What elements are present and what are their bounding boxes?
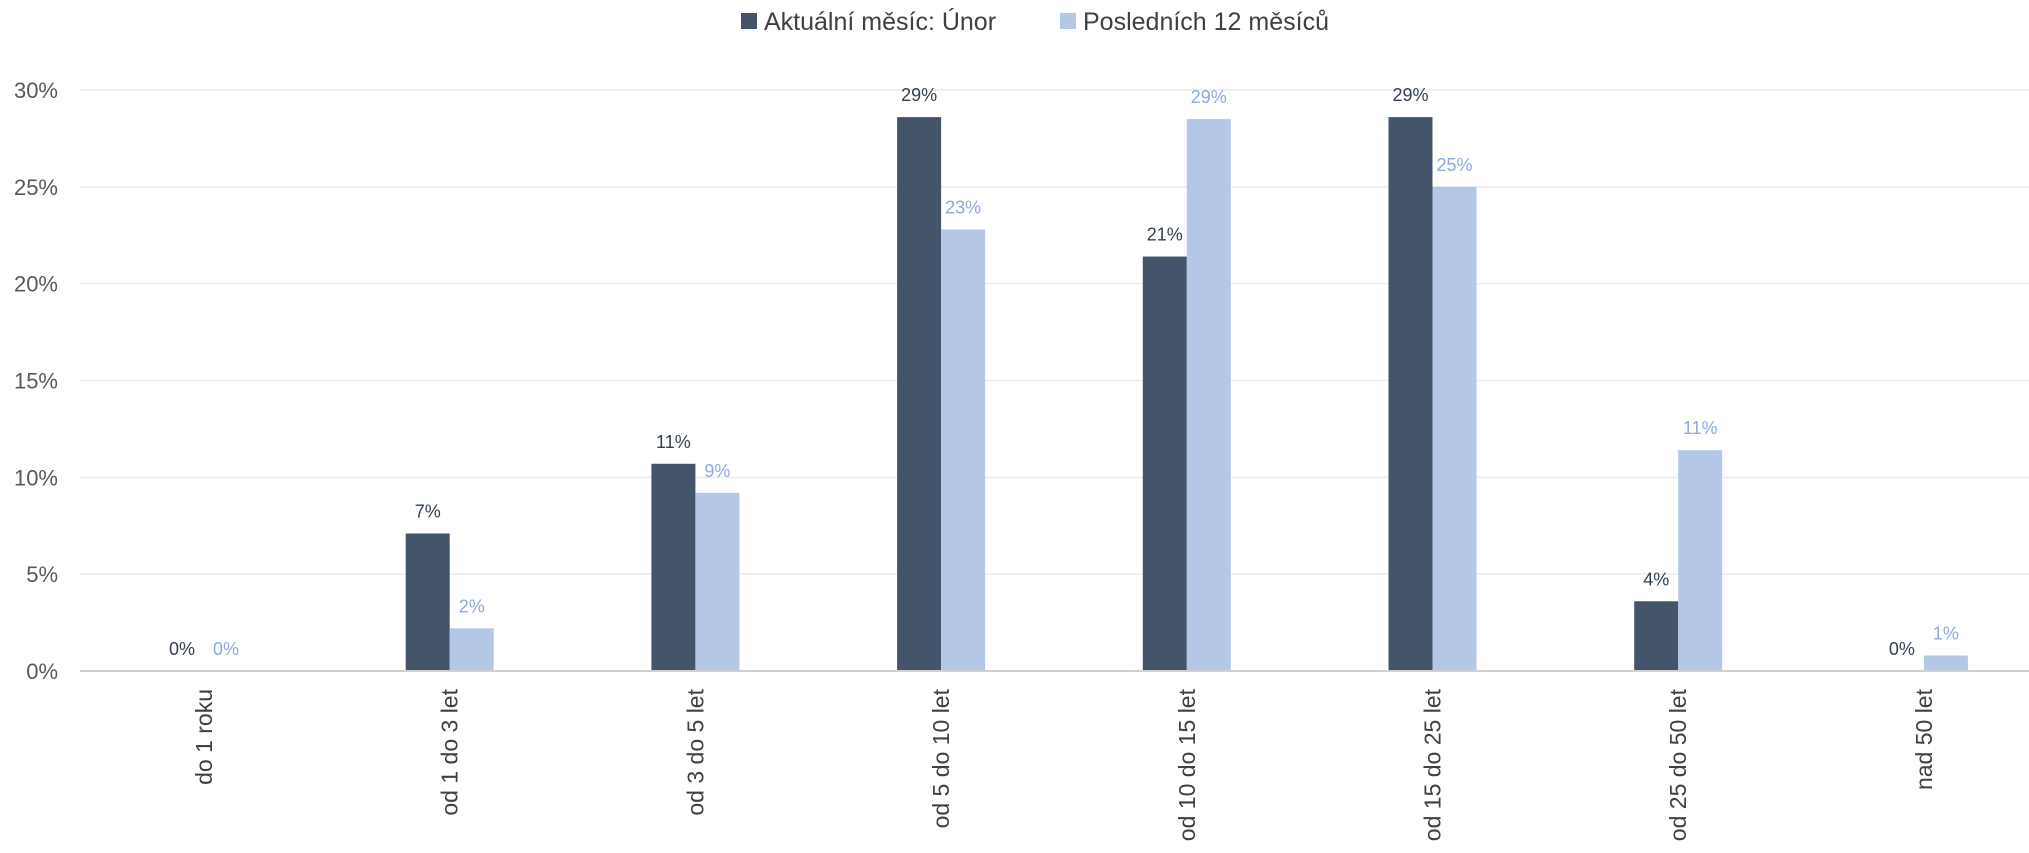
category-label: od 10 do 15 let [1174,688,1200,841]
category-label: do 1 roku [191,689,217,785]
bar [695,492,740,671]
data-label: 4% [1643,569,1669,589]
gridlines [80,89,2029,575]
data-label: 2% [459,596,485,616]
data-label: 1% [1933,624,1959,644]
bar [1142,256,1187,671]
bar [405,533,450,671]
bar [1923,655,1968,671]
category-label: od 25 do 50 let [1665,688,1691,841]
y-axis: 0% 5% 10% 15% 20% 25% 30% [14,78,58,684]
data-label: 29% [1191,87,1227,107]
data-labels: 0% 0% 7% 2% 11% 9% 29% 23% 21% 29% 29% 25% 4% 11% 0% 1% [169,85,1959,659]
bar [1388,117,1433,671]
bar [1186,119,1231,672]
y-tick-label: 5% [26,562,58,587]
data-label: 29% [1392,85,1428,105]
category-label: od 1 do 3 let [437,688,463,815]
data-label: 0% [169,639,195,659]
legend-label: Posledních 12 měsíců [1083,8,1329,36]
y-tick-label: 15% [14,369,58,394]
data-label: 23% [945,197,981,217]
legend-label: Aktuální měsíc: Únor [764,7,996,36]
bars [405,117,1968,672]
legend-swatch [741,13,757,29]
x-axis: do 1 roku od 1 do 3 let od 3 do 5 let od 5 … [80,670,2029,841]
y-tick-label: 25% [14,175,58,200]
category-label: od 5 do 10 let [928,688,954,828]
bar [1432,186,1477,672]
y-tick-label: 10% [14,465,58,490]
legend-swatch [1060,13,1076,29]
data-label: 0% [213,639,239,659]
legend: Aktuální měsíc: Únor Posledních 12 měsíců [741,7,1329,36]
y-tick-label: 20% [14,272,58,297]
category-label: nad 50 let [1911,688,1937,790]
data-label: 0% [1889,639,1915,659]
y-tick-label: 0% [26,659,58,684]
bar [449,628,494,671]
category-label: od 15 do 25 let [1420,688,1446,841]
data-label: 9% [704,461,730,481]
category-label: od 3 do 5 let [682,688,708,815]
bar [651,463,696,671]
data-label: 25% [1436,155,1472,175]
data-label: 11% [1683,418,1718,438]
data-label: 21% [1147,225,1183,245]
bar [897,117,942,671]
bar [1678,450,1723,671]
bar [1634,601,1679,671]
y-tick-label: 30% [14,78,58,103]
data-label: 11% [656,432,691,452]
data-label: 7% [415,501,441,521]
bar [941,229,986,671]
data-label: 29% [901,85,937,105]
